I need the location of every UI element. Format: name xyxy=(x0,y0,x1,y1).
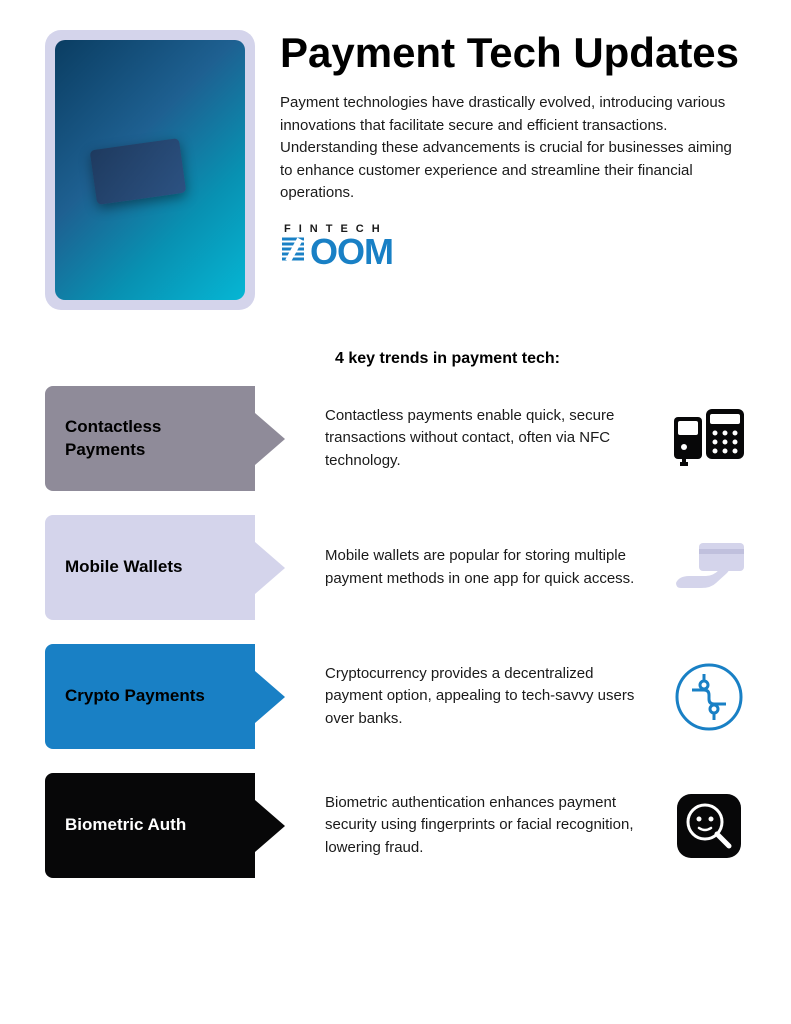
trend-label-wallets: Mobile Wallets xyxy=(45,515,285,620)
face-scan-icon xyxy=(671,788,746,863)
trend-label-contactless: Contactless Payments xyxy=(45,386,285,491)
trend-label-text: Biometric Auth xyxy=(65,814,186,836)
trend-row-wallets: Mobile Wallets Mobile wallets are popula… xyxy=(45,515,746,620)
trend-label-crypto: Crypto Payments xyxy=(45,644,285,749)
logo-bottom-text: OOM xyxy=(280,235,393,269)
intro-paragraph: Payment technologies have drastically ev… xyxy=(280,92,746,205)
trend-row-biometric: Biometric Auth Biometric authentication … xyxy=(45,773,746,878)
trend-label-biometric: Biometric Auth xyxy=(45,773,285,878)
crypto-circuit-icon xyxy=(671,659,746,734)
trend-label-text: Contactless Payments xyxy=(65,416,245,460)
header-section: Payment Tech Updates Payment technologie… xyxy=(45,30,746,310)
header-content: Payment Tech Updates Payment technologie… xyxy=(280,30,746,310)
trend-description: Contactless payments enable quick, secur… xyxy=(285,405,671,473)
trend-description: Mobile wallets are popular for storing m… xyxy=(285,545,671,590)
trend-label-text: Crypto Payments xyxy=(65,685,205,707)
trend-label-text: Mobile Wallets xyxy=(65,556,182,578)
hero-image xyxy=(55,40,245,300)
trend-row-contactless: Contactless Payments Contactless payment… xyxy=(45,386,746,491)
trends-header: 4 key trends in payment tech: xyxy=(335,350,746,368)
logo-oom-text: OOM xyxy=(310,236,393,268)
trend-row-crypto: Crypto Payments Cryptocurrency provides … xyxy=(45,644,746,749)
trend-description: Biometric authentication enhances paymen… xyxy=(285,792,671,860)
hero-image-frame xyxy=(45,30,255,310)
trend-description: Cryptocurrency provides a decentralized … xyxy=(285,663,671,731)
page-title: Payment Tech Updates xyxy=(280,30,746,76)
pos-terminal-icon xyxy=(671,401,746,476)
logo-z-icon xyxy=(280,235,308,269)
fintech-zoom-logo: FINTECH OOM xyxy=(280,223,746,269)
card-hand-icon xyxy=(671,530,746,605)
